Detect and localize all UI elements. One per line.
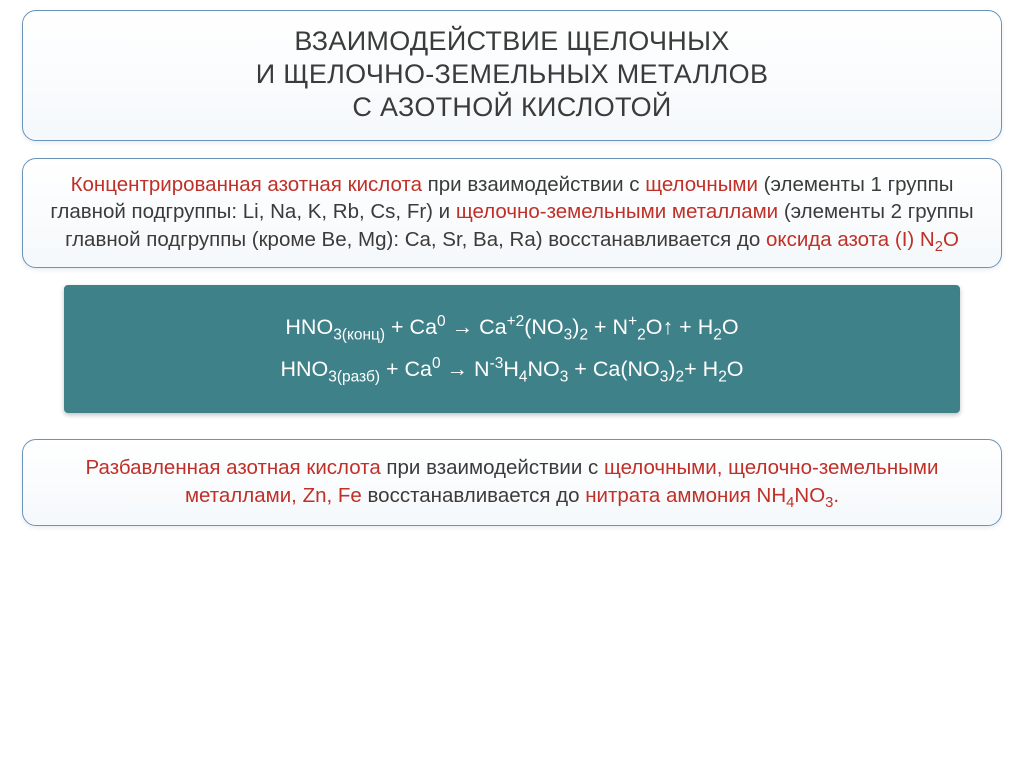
text: восстанавливается до: [362, 484, 585, 507]
title-line-1: ВЗАИМОДЕЙСТВИЕ ЩЕЛОЧНЫХ: [53, 25, 971, 58]
text: при взаимодействии с: [381, 456, 604, 479]
equation-2: HNO3(разб) + Ca0 → N-3H4NO3 + Ca(NO3)2+ …: [94, 349, 930, 391]
equation-1: HNO3(конц) + Ca0 → Ca+2(NO3)2 + N+2O↑ + …: [94, 307, 930, 349]
equations-box: HNO3(конц) + Ca0 → Ca+2(NO3)2 + N+2O↑ + …: [64, 285, 960, 413]
concentrated-acid-paragraph: Концентрированная азотная кислота при вз…: [22, 158, 1002, 268]
text-n2o: оксида азота (I) N2O: [766, 228, 959, 251]
text-alk-earth: щелочно-земельными металлами: [456, 200, 778, 223]
text: при взаимодействии с: [422, 173, 645, 196]
text-dilute-acid: Разбавленная азотная кислота: [86, 456, 381, 479]
text-nh4no3: нитрата аммония NH4NO3.: [585, 484, 839, 507]
title-line-2: И ЩЕЛОЧНО-ЗЕМЕЛЬНЫХ МЕТАЛЛОВ: [53, 58, 971, 91]
text-conc-acid: Концентрированная азотная кислота: [71, 173, 422, 196]
text-alkali: щелочными: [645, 173, 758, 196]
dilute-acid-paragraph: Разбавленная азотная кислота при взаимод…: [22, 439, 1002, 526]
title-line-3: С АЗОТНОЙ КИСЛОТОЙ: [53, 91, 971, 124]
title-box: ВЗАИМОДЕЙСТВИЕ ЩЕЛОЧНЫХ И ЩЕЛОЧНО-ЗЕМЕЛЬ…: [22, 10, 1002, 141]
